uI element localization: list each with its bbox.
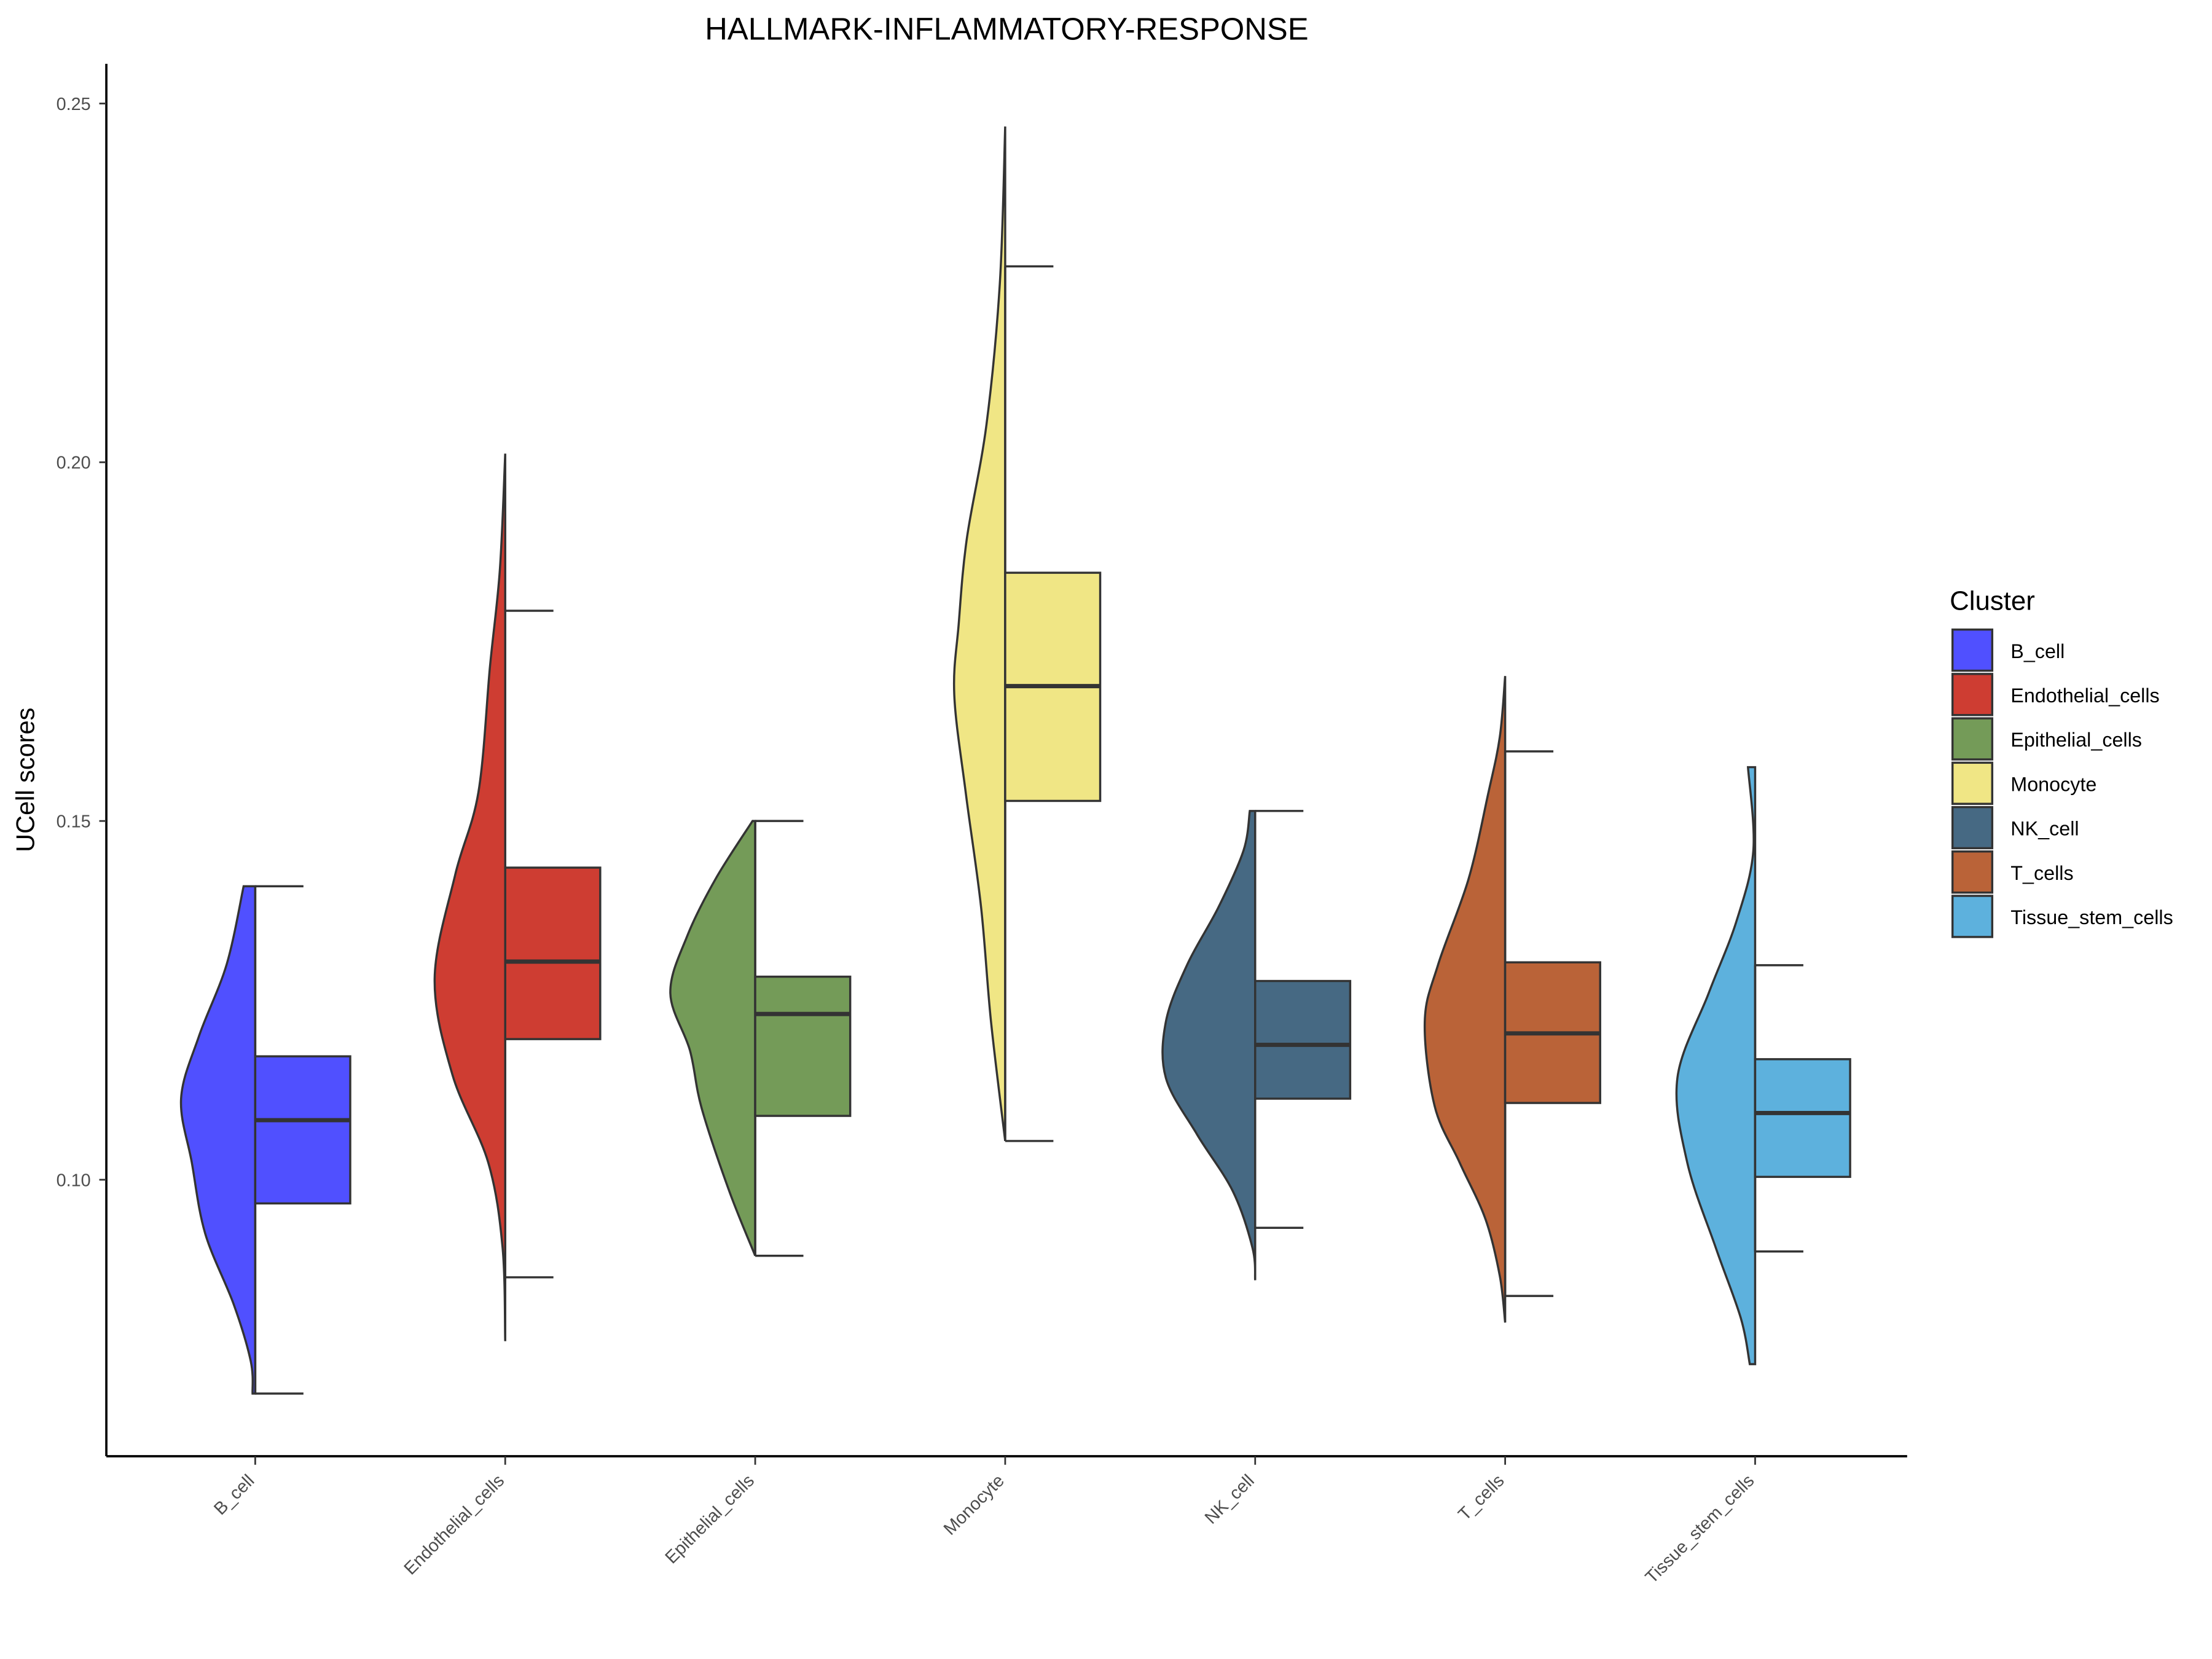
box-Tissue_stem_cells: [1754, 1058, 1851, 1179]
group-NK_cell: [1161, 810, 1352, 1281]
legend-swatch-T_cells: [1951, 850, 1994, 894]
box-NK_cell: [1254, 979, 1352, 1100]
x-tick-label: Endothelial_cells: [401, 1471, 509, 1579]
y-axis-ticks: 0.10 0.15 0.20 0.25: [57, 95, 107, 1190]
plot-marks: [179, 126, 1851, 1395]
violin-Epithelial_cells: [669, 820, 756, 1257]
legend-label: Monocyte: [2010, 773, 2096, 795]
x-tick-label: NK_cell: [1201, 1471, 1258, 1528]
legend-swatch-Endothelial_cells: [1951, 673, 1994, 716]
legend-label: NK_cell: [2010, 818, 2079, 840]
legend-label: Endothelial_cells: [2010, 684, 2159, 707]
violin-Tissue_stem_cells: [1675, 766, 1757, 1365]
legend-label: Tissue_stem_cells: [2010, 906, 2173, 928]
x-tick-label: Epithelial_cells: [662, 1471, 758, 1567]
legend: Cluster B_cell Endothelial_cells Epithelia…: [1950, 586, 2173, 938]
violin-NK_cell: [1161, 810, 1257, 1281]
box-Endothelial_cells: [504, 866, 602, 1040]
group-Tissue_stem_cells: [1675, 766, 1851, 1365]
legend-title: Cluster: [1950, 586, 2035, 616]
box-B_cell: [254, 1055, 351, 1205]
y-axis-label: UCell scores: [10, 708, 39, 852]
legend-swatch-NK_cell: [1951, 806, 1994, 850]
x-tick-label: Tissue_stem_cells: [1642, 1471, 1759, 1588]
legend-swatch-Monocyte: [1951, 761, 1994, 805]
violin-T_cells: [1423, 676, 1507, 1323]
x-tick-label: Monocyte: [940, 1471, 1008, 1539]
violin-Endothelial_cells: [433, 453, 506, 1341]
y-tick-label: 0.15: [57, 812, 91, 832]
violin-Monocyte: [952, 126, 1006, 1142]
group-Monocyte: [952, 126, 1102, 1142]
y-tick-label: 0.10: [57, 1171, 91, 1190]
legend-label: T_cells: [2010, 862, 2073, 884]
legend-swatch-Tissue_stem_cells: [1951, 895, 1994, 938]
group-B_cell: [179, 885, 351, 1395]
y-tick-label: 0.25: [57, 95, 91, 114]
group-T_cells: [1423, 676, 1601, 1323]
group-Epithelial_cells: [669, 820, 852, 1257]
x-axis-ticks: B_cell Endothelial_cells Epithelial_cells M…: [210, 1456, 1758, 1587]
box-Epithelial_cells: [754, 975, 852, 1117]
legend-label: Epithelial_cells: [2010, 729, 2142, 751]
group-Endothelial_cells: [433, 453, 602, 1341]
legend-label: B_cell: [2010, 640, 2065, 662]
x-tick-label: B_cell: [210, 1471, 258, 1519]
chart-title: HALLMARK-INFLAMMATORY-RESPONSE: [705, 12, 1308, 47]
violin-B_cell: [179, 885, 257, 1395]
y-tick-label: 0.20: [57, 453, 91, 473]
legend-swatch-Epithelial_cells: [1951, 717, 1994, 761]
legend-swatch-B_cell: [1951, 628, 1994, 672]
x-tick-label: T_cells: [1454, 1471, 1508, 1524]
